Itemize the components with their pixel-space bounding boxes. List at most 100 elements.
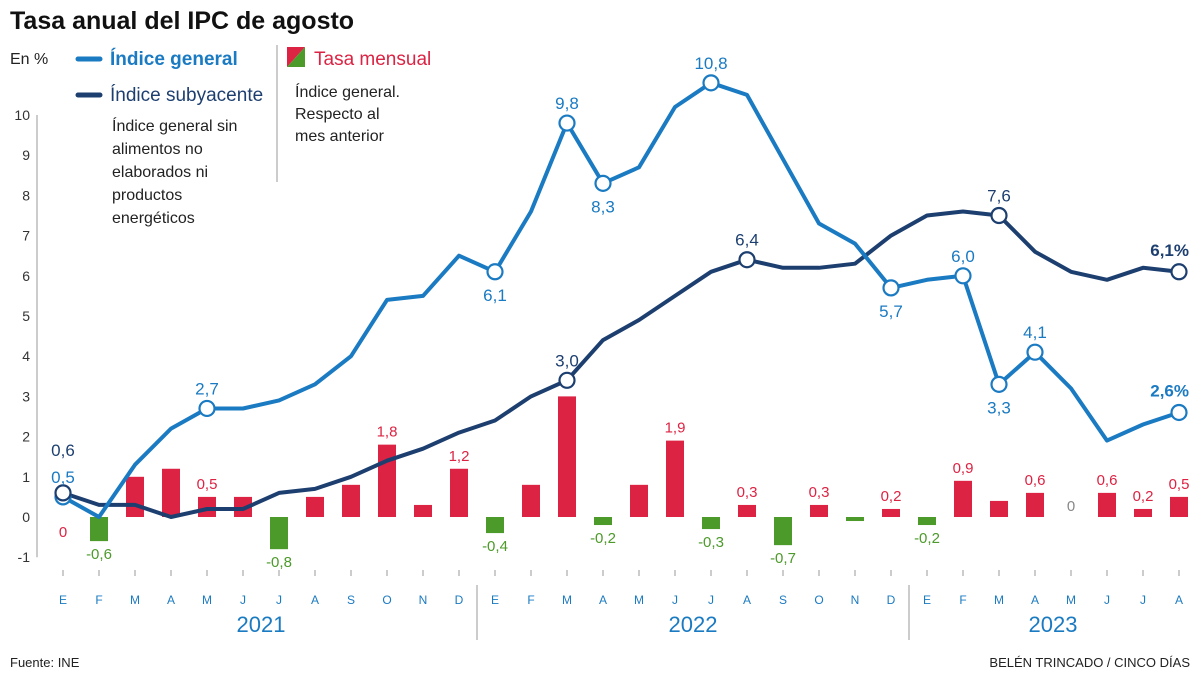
legend-subyacente-note-line: Índice general sin [112,116,237,135]
label-general: 0,5 [51,468,75,487]
marker-general [1026,343,1044,361]
bar-tasa-mensual [162,468,180,517]
bar-tasa-mensual [450,468,468,517]
label-tasa-mensual: -0,7 [770,550,796,567]
label-tasa-mensual: 1,8 [377,424,398,441]
bar-tasa-mensual [810,504,828,517]
bar-tasa-mensual [774,517,792,546]
x-month-label: J [240,593,246,607]
x-month-label: N [851,593,860,607]
x-month-label: N [419,593,428,607]
legend-subyacente-note-line: elaborados ni [112,164,208,181]
x-month-label: M [1066,593,1076,607]
label-tasa-mensual: 0,2 [1133,488,1154,505]
bar-tasa-mensual [990,500,1008,517]
legend-mensual-note-line: Índice general. [295,82,400,101]
marker-general [594,174,612,192]
x-month-label: S [347,593,355,607]
unit-label: En % [10,51,48,68]
marker-general [882,279,900,297]
x-month-label: J [1140,593,1146,607]
legend-subyacente-label: Índice subyacente [110,85,263,106]
x-month-label: M [202,593,212,607]
bar-tasa-mensual [594,517,612,526]
y-tick-label: 8 [22,187,30,203]
bar-tasa-mensual [558,396,576,517]
y-tick-label: 9 [22,147,30,163]
x-month-label: M [994,593,1004,607]
bar-tasa-mensual [198,496,216,517]
bar-tasa-mensual [1170,496,1188,517]
x-month-label: E [59,593,67,607]
marker-general [702,74,720,92]
legend-general-label: Índice general [110,48,238,70]
marker-general [198,399,216,418]
label-tasa-mensual: -0,6 [86,546,112,563]
marker-general [486,263,504,281]
marker-subyacente [1170,263,1188,281]
label-tasa-mensual: 0 [1067,498,1075,515]
bar-tasa-mensual [342,484,360,517]
label-tasa-mensual: -0,2 [590,530,616,547]
marker-subyacente [738,251,756,269]
marker-subyacente [990,206,1008,225]
label-tasa-mensual: -0,8 [266,554,292,571]
bar-tasa-mensual [882,508,900,517]
x-year-label: 2023 [1029,612,1078,637]
bar-tasa-mensual [486,517,504,534]
label-general: 9,8 [555,94,579,113]
bar-tasa-mensual [846,517,864,522]
y-tick-label: 7 [22,228,30,244]
x-month-label: A [1175,593,1183,607]
x-month-label: E [923,593,931,607]
x-month-label: A [167,593,175,607]
x-month-label: A [743,593,751,607]
x-year-label: 2021 [237,612,286,637]
label-tasa-mensual: -0,2 [914,530,940,547]
bar-tasa-mensual [1098,492,1116,517]
legend-subyacente-note: Índice general sin alimentos no elaborados… [112,116,237,227]
label-tasa-mensual: 0,6 [1025,472,1046,489]
line-indice-general [61,80,1181,519]
label-general: 5,7 [879,302,903,321]
label-general: 3,3 [987,398,1011,417]
lines [61,80,1181,519]
label-general: 4,1 [1023,323,1047,342]
label-subyacente: 7,6 [987,187,1011,206]
legend-mensual-swatch-green [287,47,305,67]
bar-tasa-mensual [90,517,108,542]
x-month-label: F [959,593,966,607]
x-month-label: J [1104,593,1110,607]
bar-tasa-mensual [738,504,756,517]
label-general: 6,0 [951,247,975,266]
y-tick-label: 4 [22,348,30,364]
bar-tasa-mensual [918,517,936,526]
x-month-label: D [887,593,896,607]
marker-general [1170,403,1188,422]
line-indice-subyacente [61,209,1181,519]
y-tick-label: 10 [14,107,30,123]
label-tasa-mensual: -0,3 [698,534,724,551]
legend-mensual-label: Tasa mensual [314,49,431,70]
chart-title: Tasa anual del IPC de agosto [10,7,354,35]
bar-tasa-mensual [954,480,972,517]
label-tasa-mensual: 0,5 [197,476,218,493]
label-subyacente: 6,1% [1150,241,1189,260]
marker-subyacente [54,484,72,502]
x-month-label: A [311,593,319,607]
bars-tasa-mensual [90,396,1188,550]
label-tasa-mensual: 0,3 [737,484,758,501]
y-tick-label: -1 [18,549,31,565]
y-tick-label: 2 [22,429,30,445]
legend-subyacente-note-line: productos [112,187,182,204]
bar-tasa-mensual [378,444,396,517]
label-tasa-mensual: 1,9 [665,420,686,437]
legend-mensual-note-line: mes anterior [295,128,385,145]
x-month-label: F [95,593,102,607]
label-subyacente: 6,4 [735,231,759,250]
bar-tasa-mensual [126,476,144,517]
x-month-label: O [382,593,391,607]
legend-subyacente-note-line: alimentos no [112,141,203,158]
x-month-label: E [491,593,499,607]
